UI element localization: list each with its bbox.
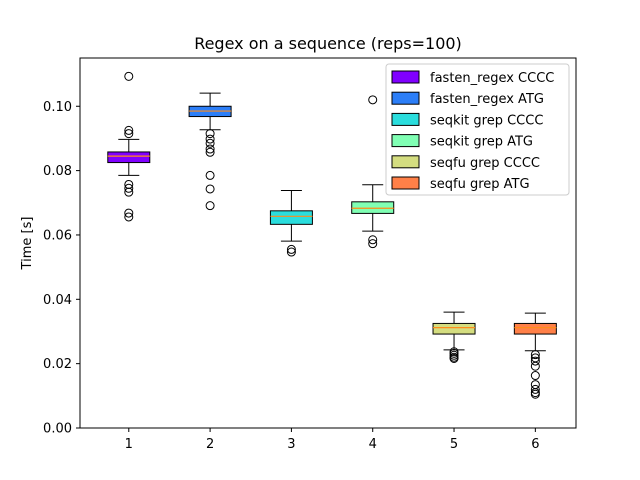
outlier-point [449, 354, 459, 364]
box-iqr [513, 322, 557, 335]
outlier-point [368, 235, 378, 245]
y-tick-label: 0.10 [43, 100, 72, 115]
box-seqfu-grep-atg [513, 312, 557, 399]
outlier-point [124, 129, 134, 139]
y-tick-label: 0.04 [43, 293, 72, 308]
outlier-point [205, 129, 215, 139]
outlier-point [286, 244, 296, 254]
legend-label: seqfu grep CCCC [430, 156, 540, 171]
x-tick-label: 5 [450, 437, 458, 452]
x-tick-label: 1 [125, 437, 133, 452]
outlier-point [124, 208, 134, 218]
outlier-point [124, 71, 134, 81]
outlier-point [124, 187, 134, 197]
legend-swatch [391, 134, 420, 148]
outlier-point [530, 350, 540, 360]
y-tick-label: 0.00 [43, 422, 72, 437]
x-tick-label: 2 [206, 437, 214, 452]
x-tick-label: 6 [531, 437, 539, 452]
y-axis-label: Time [s] [20, 217, 35, 271]
box-seqkit-grep-cccc [269, 190, 313, 257]
outlier-point [530, 389, 540, 399]
outlier-point [368, 239, 378, 249]
outlier-point [530, 371, 540, 381]
outlier-point [205, 144, 215, 154]
legend-swatch [391, 91, 420, 105]
tick-layer: 0.00 0.02 0.04 0.06 0.08 0.10 1 2 3 4 5 6 [43, 100, 539, 452]
legend-frame [385, 63, 570, 196]
outlier-point [530, 361, 540, 371]
x-tick-label: 3 [287, 437, 295, 452]
box-fasten-regex-cccc [107, 71, 151, 222]
legend-label: fasten_regex CCCC [430, 71, 554, 86]
outlier-point [205, 147, 215, 157]
outlier-point [124, 183, 134, 193]
legend-swatch [391, 155, 420, 169]
legend-label: seqkit grep ATG [430, 135, 533, 150]
legend-label: seqfu grep ATG [430, 177, 530, 192]
x-tick-label: 4 [369, 437, 377, 452]
box-seqfu-grep-cccc [432, 311, 476, 364]
plot-area-frame [79, 57, 577, 429]
y-tick-label: 0.06 [43, 228, 72, 243]
outlier-point [530, 380, 540, 390]
box-iqr [107, 151, 151, 164]
box-iqr [432, 322, 476, 335]
box-fasten-regex-atg [188, 92, 232, 211]
outlier-point [205, 170, 215, 180]
outlier-point [530, 384, 540, 394]
legend-label: fasten_regex ATG [430, 92, 544, 107]
y-tick-label: 0.02 [43, 357, 72, 372]
outlier-point [286, 247, 296, 257]
outlier-point [124, 125, 134, 135]
outlier-point [368, 95, 378, 105]
legend-swatch [391, 112, 420, 126]
box-iqr [269, 210, 313, 225]
box-layer [107, 71, 557, 399]
outlier-point [205, 138, 215, 148]
box-iqr [351, 201, 395, 214]
box-seqkit-grep-atg [351, 95, 395, 249]
outlier-point [205, 134, 215, 144]
legend-swatch [391, 70, 420, 84]
outlier-point [205, 184, 215, 194]
outlier-point [205, 201, 215, 211]
outlier-point [124, 212, 134, 222]
legend-swatch [391, 176, 420, 190]
legend-label: seqkit grep CCCC [430, 113, 543, 128]
outlier-point [530, 356, 540, 366]
legend: fasten_regex CCCC fasten_regex ATG seqkit … [385, 63, 570, 196]
chart-title: Regex on a sequence (reps=100) [194, 34, 462, 53]
y-tick-label: 0.08 [43, 164, 72, 179]
